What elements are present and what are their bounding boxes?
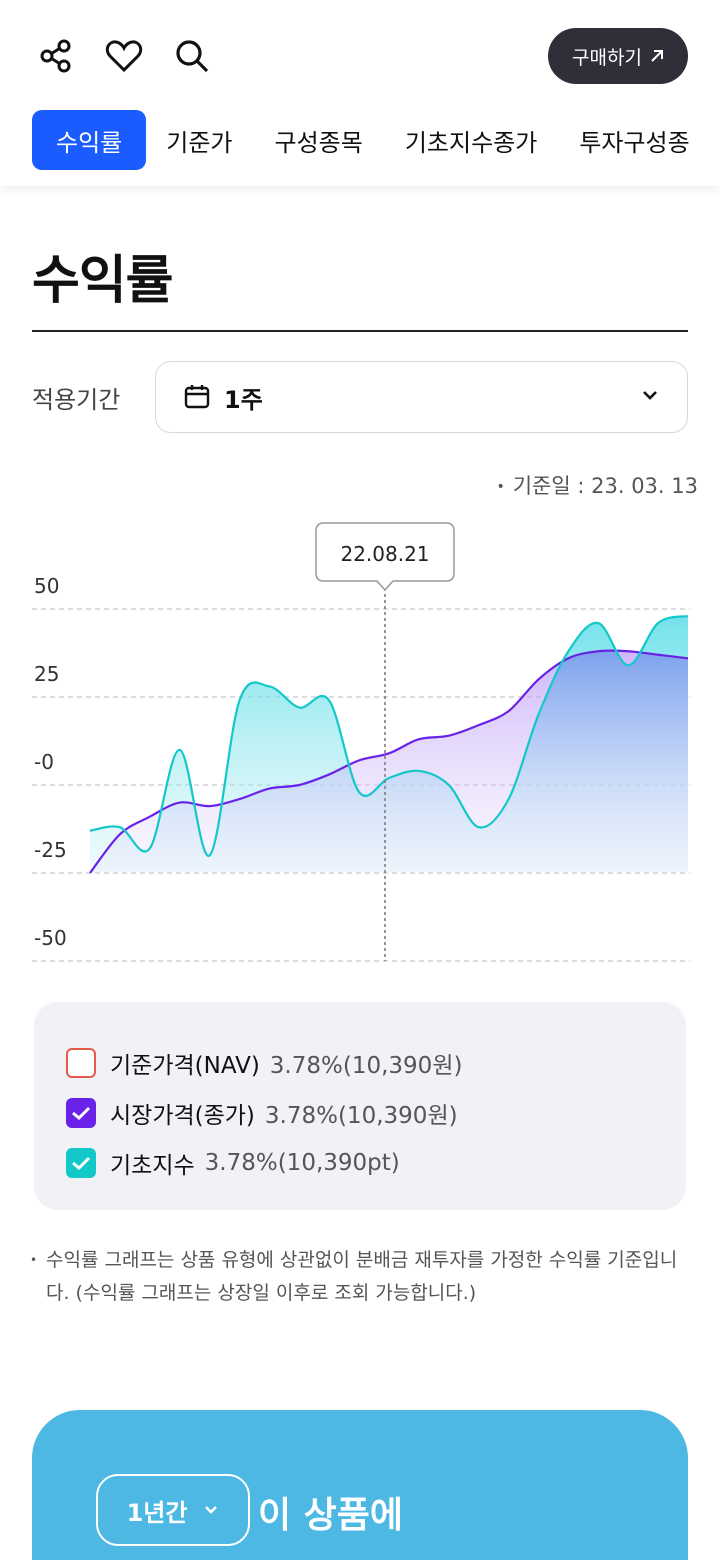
- series-line-index: [89, 614, 689, 857]
- tooltip-box: [315, 522, 455, 592]
- legend-item-index[interactable]: 기초지수 3.78%(10,390pt): [66, 1138, 654, 1188]
- promo-text: 이 상품에: [258, 1495, 404, 1536]
- page-title: 수익률: [32, 251, 174, 311]
- chart-legend: 기준가격(NAV) 3.78%(10,390원) 시장가격(종가) 3.78%(…: [34, 1002, 686, 1210]
- buy-button[interactable]: 구매하기: [548, 28, 688, 84]
- disclaimer-text: 수익률 그래프는 상품 유형에 상관없이 분배금 재투자를 가정한 수익률 기준…: [46, 1249, 678, 1304]
- period-dropdown[interactable]: 1주: [155, 361, 688, 433]
- tab-holdings[interactable]: 구성종목: [274, 128, 363, 157]
- tab-bar: 수익률 기준가 구성종목 기초지수종가 투자구성종: [32, 110, 720, 170]
- top-header: 구매하기 수익률 기준가 구성종목 기초지수종가 투자구성종: [0, 0, 720, 186]
- area-overlap: [90, 650, 688, 872]
- share-icon[interactable]: [36, 36, 76, 76]
- tab-index-close[interactable]: 기초지수종가: [404, 128, 538, 157]
- checkbox-market[interactable]: [66, 1098, 96, 1128]
- chevron-down-icon: [643, 391, 657, 400]
- base-date: • 기준일 : 23. 03. 13: [496, 470, 698, 500]
- promo-period-value: 1년간: [126, 1498, 188, 1527]
- check-icon: [72, 1106, 91, 1121]
- legend-value: 3.78%(10,390원): [264, 1103, 458, 1129]
- disclaimer-note: • 수익률 그래프는 상품 유형에 상관없이 분배금 재투자를 가정한 수익률 …: [30, 1244, 700, 1310]
- promo-banner: 1년간 이 상품에: [32, 1410, 688, 1560]
- legend-name: 기초지수: [110, 1153, 195, 1179]
- promo-period-dropdown[interactable]: 1년간: [96, 1474, 250, 1546]
- y-tick-label: 50: [34, 574, 59, 598]
- legend-value: 3.78%(10,390원): [269, 1053, 463, 1079]
- bullet-dot: •: [496, 479, 505, 495]
- bullet-dot: •: [30, 1253, 38, 1267]
- y-tick-label: -50: [34, 926, 67, 950]
- checkbox-nav[interactable]: [66, 1048, 96, 1078]
- title-divider: [32, 330, 688, 332]
- base-date-text: 기준일 : 23. 03. 13: [512, 474, 698, 498]
- returns-chart: 50 25 -0 -25 -50 22.08.21: [0, 510, 720, 980]
- legend-name: 시장가격(종가): [110, 1103, 255, 1129]
- returns-chart-svg: 50 25 -0 -25 -50 22.08.21: [32, 522, 690, 962]
- legend-name: 기준가격(NAV): [110, 1053, 260, 1079]
- period-value: 1주: [224, 385, 263, 414]
- y-tick-label: -25: [34, 838, 67, 862]
- tab-returns[interactable]: 수익률: [32, 110, 147, 170]
- search-icon[interactable]: [172, 36, 212, 76]
- tab-investment-composition[interactable]: 투자구성종: [579, 128, 690, 157]
- tab-base-price[interactable]: 기준가: [166, 128, 233, 157]
- series-line-market: [89, 649, 689, 874]
- heart-icon[interactable]: [104, 36, 144, 76]
- calendar-icon: [184, 385, 210, 409]
- legend-value: 3.78%(10,390pt): [204, 1150, 400, 1176]
- buy-button-label: 구매하기: [572, 46, 642, 69]
- y-tick-label: -0: [34, 750, 54, 774]
- arrow-up-right-icon: [651, 50, 663, 62]
- tooltip-label: 22.08.21: [340, 542, 429, 566]
- checkbox-index[interactable]: [66, 1148, 96, 1178]
- chevron-down-icon: [205, 1506, 218, 1514]
- legend-item-nav[interactable]: 기준가격(NAV) 3.78%(10,390원): [66, 1038, 654, 1088]
- legend-item-market[interactable]: 시장가격(종가) 3.78%(10,390원): [66, 1088, 654, 1138]
- y-tick-label: 25: [34, 662, 59, 686]
- check-icon: [72, 1156, 91, 1171]
- period-label: 적용기간: [32, 386, 121, 414]
